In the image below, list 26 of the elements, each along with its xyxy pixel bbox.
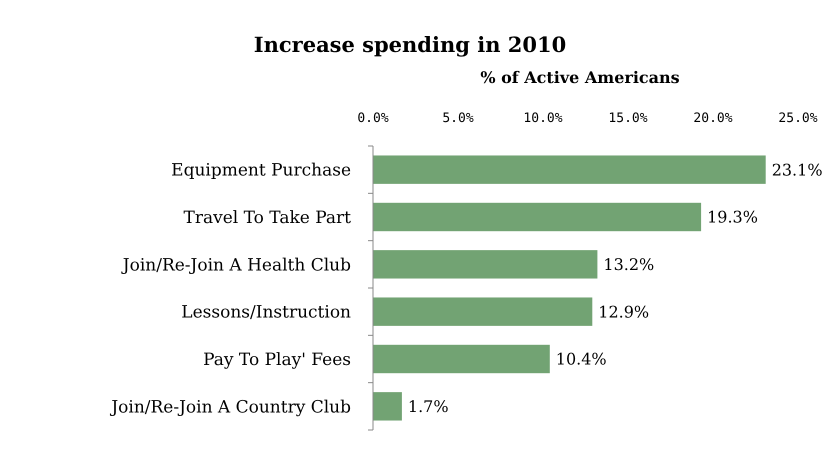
bar [373, 297, 592, 326]
y-tick-label: Equipment Purchase [171, 160, 351, 181]
data-label: 12.9% [598, 302, 650, 322]
x-axis-title: % of Active Americans [480, 68, 680, 87]
x-tick-label: 10.0% [523, 111, 563, 126]
x-tick-label: 20.0% [693, 111, 733, 126]
y-tick-label: Join/Re-Join A Country Club [109, 397, 352, 418]
x-tick-label: 15.0% [608, 111, 648, 126]
data-label: 13.2% [603, 254, 654, 274]
bar [373, 155, 766, 184]
x-tick-label: 0.0% [357, 111, 389, 126]
y-tick-label: Pay To Play' Fees [203, 350, 351, 370]
data-label: 10.4% [556, 350, 607, 369]
bar [373, 202, 702, 232]
data-label: 23.1% [772, 160, 823, 180]
chart-title: Increase spending in 2010 [254, 32, 566, 57]
data-label: 19.3% [707, 208, 758, 227]
bar [373, 392, 402, 421]
bar [373, 344, 550, 374]
bar [373, 250, 598, 279]
x-tick-label: 25.0% [778, 111, 818, 126]
data-label: 1.7% [408, 396, 449, 416]
y-tick-label: Join/Re-Join A Health Club [120, 255, 352, 276]
x-tick-label: 5.0% [442, 111, 474, 126]
y-tick-label: Lessons/Instruction [181, 302, 352, 323]
y-tick-label: Travel To Take Part [184, 208, 352, 228]
